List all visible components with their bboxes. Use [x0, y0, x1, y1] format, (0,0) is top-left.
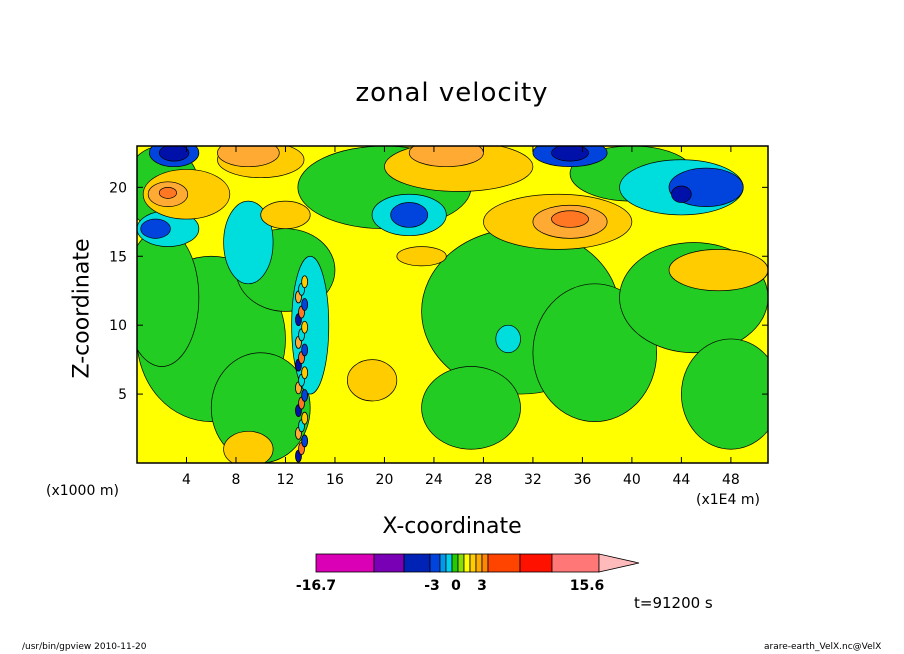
- convective-cell: [301, 320, 309, 334]
- x-ticks: 4 8 12 16 20 24 28 32 36 40 44 48: [182, 146, 740, 488]
- convective-cell: [301, 298, 309, 311]
- contour-region: [421, 366, 521, 450]
- x-tick-label: 24: [425, 472, 443, 488]
- colorbar-segment: [373, 553, 405, 573]
- colorbar-segment: [439, 553, 447, 573]
- contour-region: [668, 249, 768, 292]
- colorbar-segment: [551, 553, 600, 573]
- colorbar-label: -3: [424, 578, 440, 594]
- contour-region: [408, 146, 484, 168]
- x-tick-label: 16: [326, 472, 344, 488]
- colorbar-label: 0: [451, 578, 461, 594]
- y-tick-label: 20: [109, 180, 127, 196]
- colorbar-segment: [469, 553, 477, 573]
- colorbar-segment: [429, 553, 441, 573]
- contour-region: [495, 324, 521, 354]
- colorbar-segment: [475, 553, 483, 573]
- colorbar-segment: [487, 553, 521, 573]
- contour-region: [671, 185, 692, 203]
- contour-region: [260, 200, 311, 230]
- footer-left: /usr/bin/gpview 2010-11-20: [22, 642, 147, 652]
- x-tick-label: 48: [722, 472, 740, 488]
- convective-cell: [301, 434, 309, 448]
- contour-region: [346, 359, 398, 402]
- contour-region: [551, 210, 589, 228]
- colorbar-label: 3: [477, 578, 487, 594]
- colorbar-label: -16.7: [296, 578, 336, 594]
- colorbar-label: 15.6: [570, 578, 605, 594]
- contour-region: [217, 146, 280, 168]
- y-tick-label: 5: [118, 387, 127, 403]
- convective-cell: [301, 389, 309, 402]
- x-tick-label: 28: [475, 472, 493, 488]
- colorbar: -16.7 -3 0 3 15.6: [296, 553, 640, 594]
- plot-frame: [136, 145, 769, 464]
- colorbar-segment: [403, 553, 431, 573]
- contour-region: [223, 200, 274, 285]
- chart-title: zonal velocity: [355, 78, 549, 108]
- y-tick-label: 15: [109, 249, 127, 265]
- contour-region: [140, 218, 171, 239]
- contour-region: [158, 146, 190, 162]
- x-tick-label: 8: [232, 472, 241, 488]
- colorbar-segment: [457, 553, 465, 573]
- contour-region: [158, 186, 177, 199]
- y-tick-label: 10: [109, 318, 127, 334]
- time-label: t=91200 s: [634, 594, 713, 612]
- contour-region: [681, 338, 768, 450]
- x-tick-label: 32: [524, 472, 542, 488]
- colorbar-segment: [451, 553, 459, 573]
- contour-region: [396, 246, 447, 267]
- x-axis-label: X-coordinate: [382, 514, 522, 539]
- colorbar-segment: [463, 553, 471, 573]
- x-tick-label: 20: [376, 472, 394, 488]
- contour-region: [551, 146, 589, 162]
- colorbar-segment: [519, 553, 553, 573]
- colorbar-segment: [445, 553, 453, 573]
- colorbar-segment: [315, 553, 375, 573]
- contour-region: [390, 202, 429, 228]
- x-tick-label: 12: [277, 472, 295, 488]
- x-tick-label: 4: [182, 472, 191, 488]
- x-tick-label: 44: [672, 472, 690, 488]
- convective-cell: [301, 275, 309, 289]
- colorbar-arrow: [598, 553, 640, 573]
- convective-cell: [301, 411, 309, 425]
- contour-region: [223, 430, 274, 463]
- y-ticks: 5 10 15 20: [109, 180, 768, 403]
- convective-cell: [301, 343, 309, 357]
- x-tick-label: 40: [623, 472, 641, 488]
- contour-field: [137, 146, 768, 463]
- x-tick-label: 36: [573, 472, 591, 488]
- footer-right: arare-earth_VelX.nc@VelX: [764, 642, 882, 652]
- x-unit-right: (x1E4 m): [696, 492, 760, 508]
- x-unit-left: (x1000 m): [46, 483, 119, 499]
- contour-region: [137, 228, 200, 367]
- convective-cell: [301, 366, 309, 380]
- colorbar-segment: [481, 553, 489, 573]
